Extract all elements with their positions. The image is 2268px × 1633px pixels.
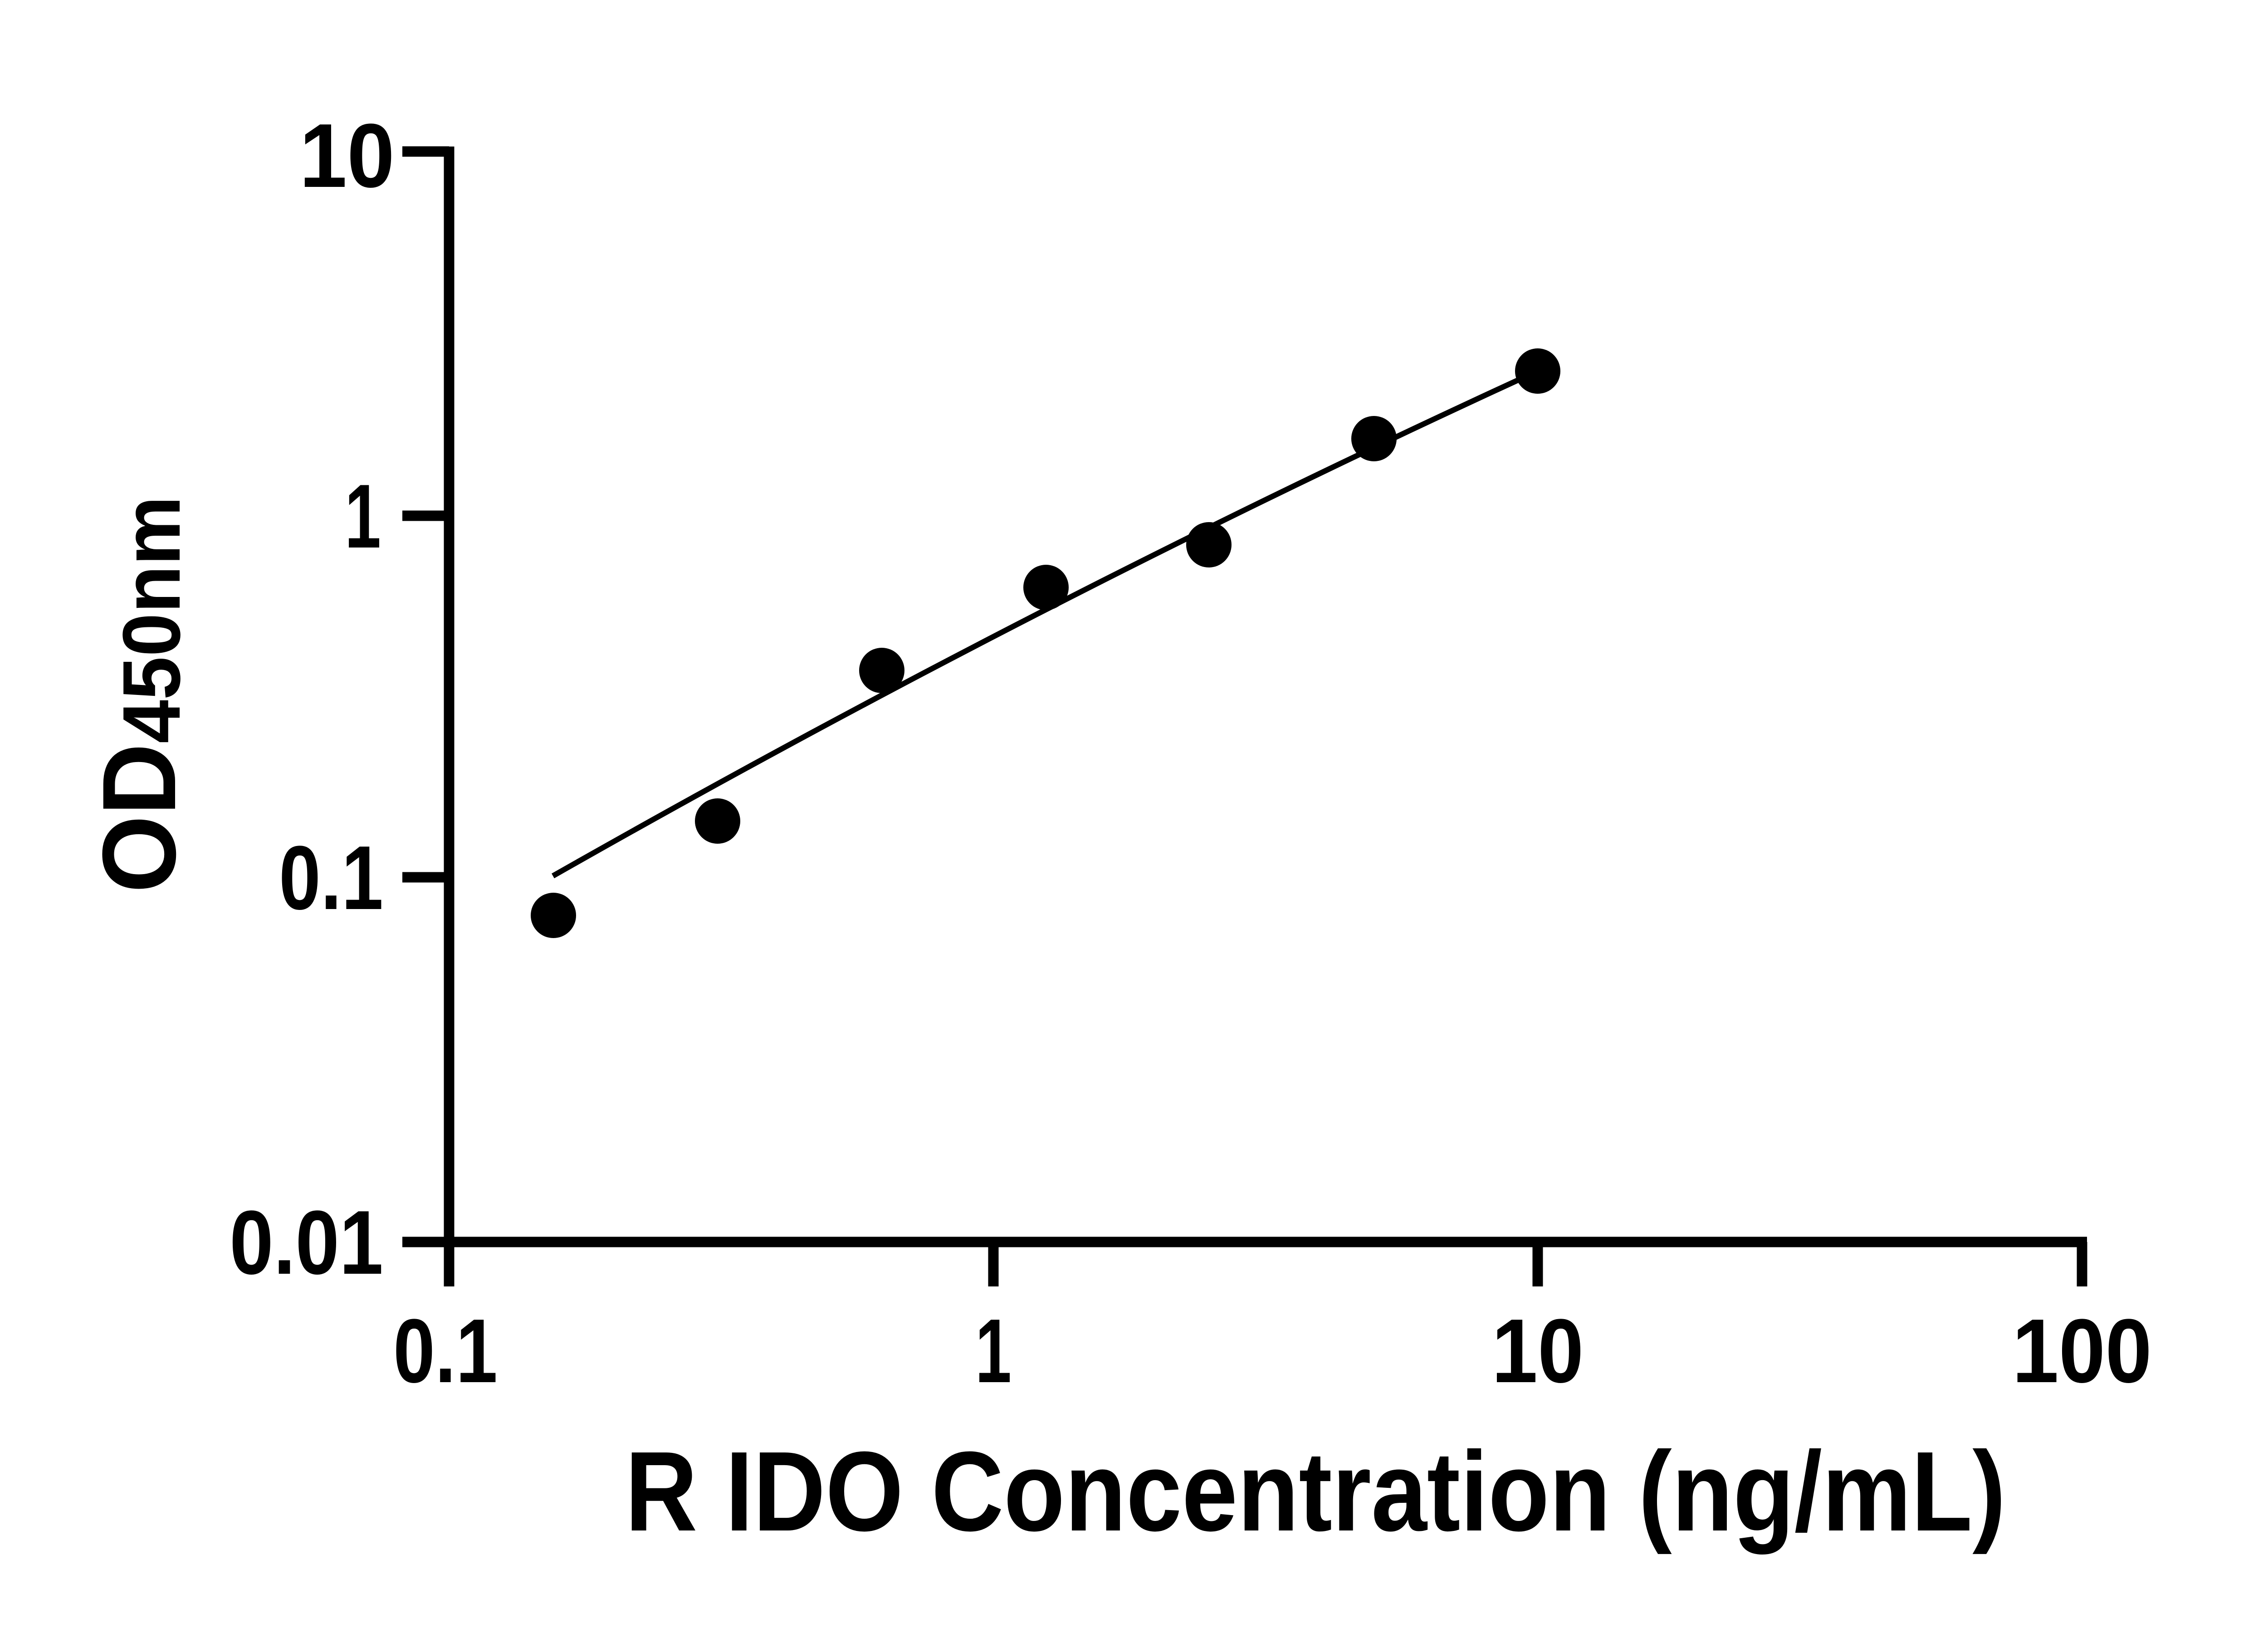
svg-text:10: 10 bbox=[1492, 1301, 1584, 1402]
svg-text:0.1: 0.1 bbox=[279, 827, 383, 929]
svg-text:0.1: 0.1 bbox=[393, 1301, 498, 1402]
svg-text:10: 10 bbox=[299, 105, 395, 206]
svg-text:100: 100 bbox=[2012, 1301, 2152, 1402]
svg-text:1: 1 bbox=[345, 466, 381, 567]
svg-text:0.01: 0.01 bbox=[230, 1192, 383, 1293]
svg-text:1: 1 bbox=[975, 1301, 1012, 1402]
svg-text:R IDO Concentration (ng/mL): R IDO Concentration (ng/mL) bbox=[625, 1428, 2006, 1555]
